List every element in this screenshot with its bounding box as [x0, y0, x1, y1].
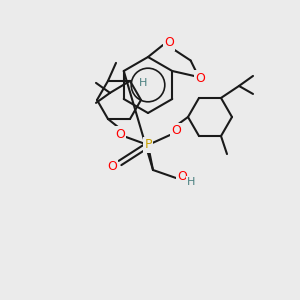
Text: O: O: [115, 128, 125, 140]
Text: O: O: [164, 37, 174, 50]
Text: H: H: [139, 78, 147, 88]
Text: H: H: [187, 177, 195, 187]
Text: O: O: [171, 124, 181, 137]
Text: O: O: [177, 169, 187, 182]
Text: O: O: [107, 160, 117, 172]
Text: O: O: [195, 71, 205, 85]
Text: P: P: [144, 139, 152, 152]
